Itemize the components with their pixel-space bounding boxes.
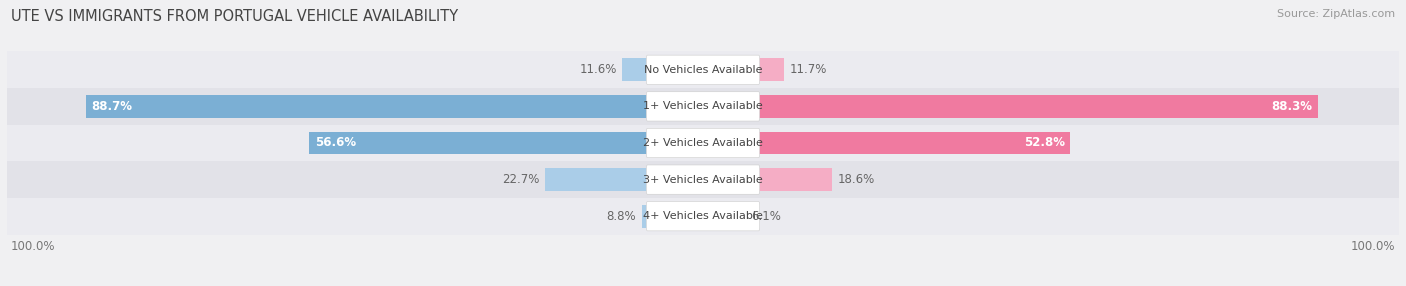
Bar [7,51,1399,88]
Text: 56.6%: 56.6% [315,136,356,150]
Text: 100.0%: 100.0% [10,240,55,253]
Text: 6.1%: 6.1% [751,210,780,223]
Text: 8.8%: 8.8% [606,210,636,223]
Bar [759,95,1317,118]
Bar [759,132,1070,154]
Bar [546,168,647,191]
Text: 88.3%: 88.3% [1271,100,1312,113]
Text: 22.7%: 22.7% [502,173,540,186]
Text: 11.7%: 11.7% [790,63,827,76]
Bar [7,125,1399,161]
FancyBboxPatch shape [647,92,759,121]
Text: 4+ Vehicles Available: 4+ Vehicles Available [643,211,763,221]
FancyBboxPatch shape [647,55,759,84]
Text: 100.0%: 100.0% [1351,240,1396,253]
Text: 18.6%: 18.6% [838,173,876,186]
Text: 52.8%: 52.8% [1024,136,1064,150]
Bar [759,168,832,191]
Text: UTE VS IMMIGRANTS FROM PORTUGAL VEHICLE AVAILABILITY: UTE VS IMMIGRANTS FROM PORTUGAL VEHICLE … [11,9,458,23]
Text: 11.6%: 11.6% [579,63,617,76]
Bar [641,205,647,228]
Bar [759,58,785,81]
Bar [7,88,1399,125]
Bar [309,132,647,154]
Bar [7,161,1399,198]
FancyBboxPatch shape [647,202,759,231]
Text: 88.7%: 88.7% [91,100,132,113]
Text: Source: ZipAtlas.com: Source: ZipAtlas.com [1277,9,1395,19]
Bar [86,95,647,118]
Text: 3+ Vehicles Available: 3+ Vehicles Available [643,175,763,184]
Bar [7,198,1399,235]
FancyBboxPatch shape [647,128,759,158]
FancyBboxPatch shape [647,165,759,194]
Text: No Vehicles Available: No Vehicles Available [644,65,762,75]
Text: 2+ Vehicles Available: 2+ Vehicles Available [643,138,763,148]
Text: 1+ Vehicles Available: 1+ Vehicles Available [643,102,763,111]
Bar [623,58,647,81]
